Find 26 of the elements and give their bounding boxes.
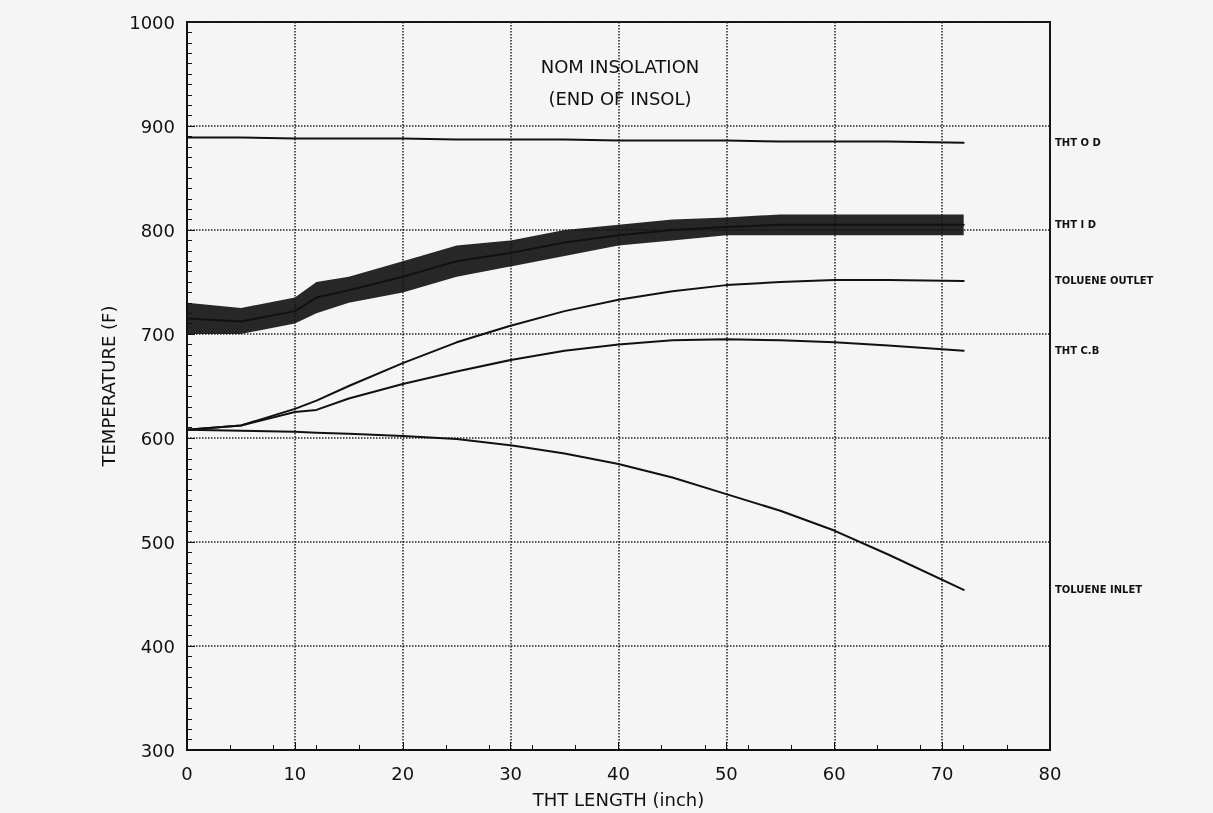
text: (END OF INSOL) bbox=[548, 87, 692, 109]
y-tick-label: 900 bbox=[140, 115, 175, 137]
text: THT O D bbox=[1055, 137, 1101, 149]
y-tick-label: 600 bbox=[140, 427, 175, 449]
y-tick-label: 800 bbox=[140, 219, 175, 241]
y-tick-label: 300 bbox=[140, 739, 175, 761]
x-axis-title: THT LENGTH (inch) bbox=[531, 788, 705, 810]
text: TOLUENE INLET bbox=[1055, 584, 1143, 596]
y-tick-label: 500 bbox=[140, 531, 175, 553]
x-tick-label: 0 bbox=[181, 762, 193, 784]
text: TOLUENE OUTLET bbox=[1055, 275, 1154, 287]
text: THT C.B bbox=[1055, 345, 1100, 357]
x-tick-label: 80 bbox=[1038, 762, 1062, 784]
x-tick-label: 30 bbox=[499, 762, 523, 784]
x-tick-label: 20 bbox=[391, 762, 415, 784]
text: NOM INSOLATION bbox=[540, 55, 700, 77]
y-tick-label: 700 bbox=[140, 323, 175, 345]
x-tick-label: 70 bbox=[930, 762, 954, 784]
x-tick-label: 40 bbox=[607, 762, 630, 784]
x-tick-label: 10 bbox=[283, 762, 307, 784]
x-tick-label: 50 bbox=[714, 762, 738, 784]
y-tick-label: 1000 bbox=[129, 11, 175, 33]
text: THT I D bbox=[1055, 219, 1096, 231]
x-tick-label: 60 bbox=[822, 762, 846, 784]
y-axis-title: TEMPERATURE (F) bbox=[97, 305, 119, 468]
y-tick-label: 400 bbox=[140, 635, 175, 657]
